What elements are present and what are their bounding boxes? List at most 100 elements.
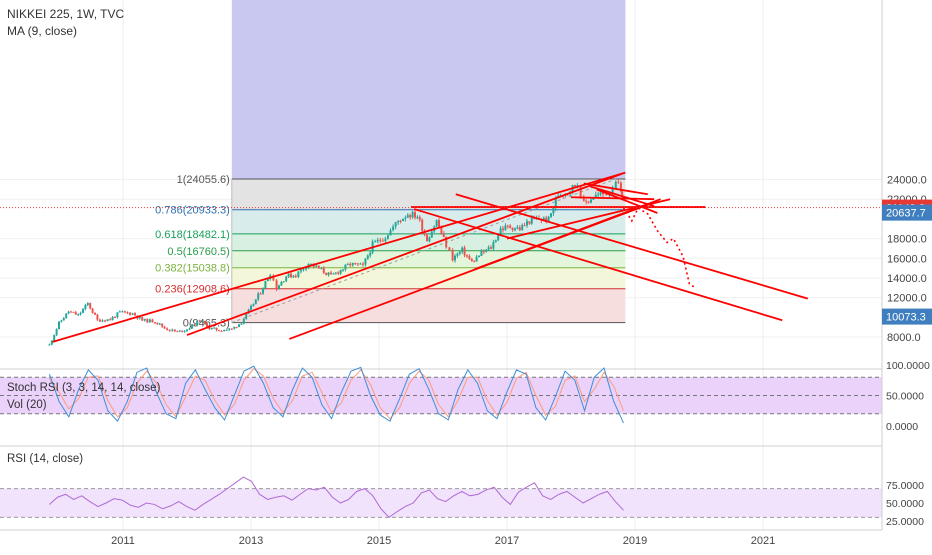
price-axis-tick-label: 24000.0 <box>887 175 927 187</box>
candle-body <box>528 221 531 224</box>
trendline <box>589 185 655 207</box>
price-axis-tick-label: 18000.0 <box>887 234 927 246</box>
candle-body <box>379 239 382 241</box>
candle-body <box>111 316 114 320</box>
candle-body <box>266 279 269 282</box>
candle-body <box>416 216 419 218</box>
candle-body <box>499 228 502 235</box>
candle-body <box>58 321 60 330</box>
candle-body <box>440 226 443 234</box>
candle-body <box>342 269 344 271</box>
candle-body <box>74 312 77 315</box>
candle-body <box>426 234 428 242</box>
fibonacci-retracement[interactable]: 1(24055.6) 0.786(20933.3) 0.618(18482.1) 0.… <box>155 0 626 330</box>
candle-body <box>445 237 448 248</box>
candle-body <box>552 208 555 214</box>
stoch-rsi-label: Stoch RSI (3, 3, 14, 14, close) <box>7 382 161 394</box>
candle-body <box>399 220 402 222</box>
candle-body <box>454 255 456 261</box>
stoch-axis-tick-label: 100.0000 <box>886 360 930 372</box>
candle-body <box>310 263 313 265</box>
candle-body <box>456 253 459 256</box>
candle-body <box>109 319 112 321</box>
candle-body <box>218 330 220 332</box>
fib-band <box>231 178 626 210</box>
candle-body <box>376 239 379 242</box>
fib-band <box>231 288 626 323</box>
fib-level-label: 0.618(18482.1) <box>155 229 230 241</box>
candle-body <box>511 227 514 231</box>
candle-body <box>504 225 507 230</box>
candle-body <box>250 305 252 310</box>
vol-label: Vol (20) <box>7 399 47 411</box>
trendline <box>413 208 783 322</box>
candle-body <box>497 234 500 241</box>
candle-body <box>240 323 243 325</box>
price-axis-tick-label: 14000.0 <box>887 273 927 285</box>
trendline <box>52 171 626 343</box>
ma-indicator-label: MA (9, close) <box>7 24 77 38</box>
candle-body <box>475 256 478 262</box>
candle-body <box>106 319 109 322</box>
candle-body <box>77 314 80 316</box>
candle-body <box>203 320 206 324</box>
candle-body <box>509 225 512 228</box>
price-axis-tick-label: 16000.0 <box>887 253 927 265</box>
candle-body <box>594 194 597 198</box>
candle-body <box>299 269 302 272</box>
candle-body <box>278 285 280 290</box>
candle-body <box>290 273 292 278</box>
candle-body <box>487 247 490 250</box>
candle-body <box>521 225 524 231</box>
candle-body <box>621 191 624 197</box>
candle-body <box>134 313 136 316</box>
candle-body <box>146 318 149 323</box>
candle-body <box>62 318 65 321</box>
candle-body <box>228 328 231 330</box>
candle-body <box>451 250 454 261</box>
candle-body <box>325 272 328 275</box>
candle-body <box>252 304 255 306</box>
candle-body <box>143 318 146 321</box>
candle-body <box>129 312 132 315</box>
fib-level-label: 0.236(12908.6) <box>155 284 230 296</box>
candle-body <box>141 317 144 321</box>
candle-body <box>259 293 262 295</box>
candle-body <box>384 238 387 242</box>
candle-body <box>327 272 330 275</box>
candle-body <box>374 241 377 243</box>
candle-body <box>294 275 297 277</box>
time-axis-label: 2021 <box>751 535 775 547</box>
candle-body <box>442 233 445 238</box>
candle-body <box>154 322 156 324</box>
candle-body <box>168 329 171 331</box>
candle-body <box>369 252 372 256</box>
rsi-band <box>0 488 882 518</box>
candle-body <box>482 251 485 253</box>
rsi-axis-tick-label: 25.0000 <box>886 516 924 528</box>
candle-body <box>438 220 440 227</box>
trendline <box>186 172 623 336</box>
candle-body <box>597 194 600 196</box>
candle-body <box>186 329 188 331</box>
projection-path <box>0 206 882 288</box>
candle-body <box>82 309 84 313</box>
candle-body <box>463 247 466 256</box>
candle-body <box>206 323 208 328</box>
candle-body <box>344 264 347 270</box>
candle-body <box>466 255 468 257</box>
candle-body <box>233 327 236 329</box>
candle-body <box>183 330 186 332</box>
candle-body <box>275 280 278 290</box>
candle-body <box>210 327 213 329</box>
candle-body <box>285 276 288 282</box>
candle-body <box>414 212 416 218</box>
candle-body <box>602 192 604 195</box>
candle-body <box>478 256 480 258</box>
candle-body <box>346 264 349 266</box>
candle-body <box>579 185 582 198</box>
candle-body <box>526 221 528 226</box>
candle-body <box>554 198 557 209</box>
candle-body <box>492 242 495 249</box>
